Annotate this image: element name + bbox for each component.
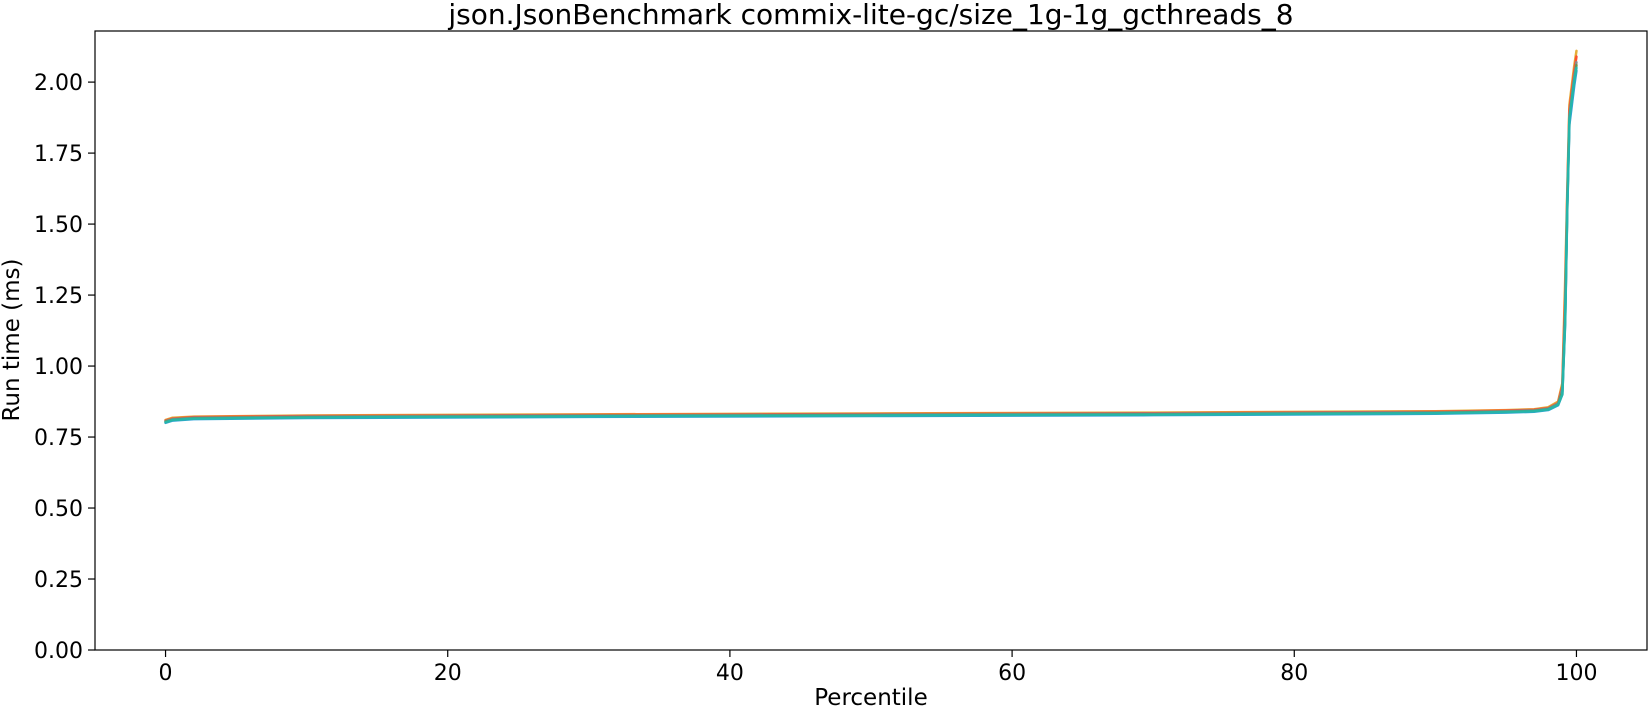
series-line-1 [164, 49, 1578, 422]
y-tick-label: 1.00 [34, 355, 83, 380]
plot-frame [94, 30, 1648, 651]
x-tick-label: 20 [434, 661, 462, 686]
x-tick-label: 60 [998, 661, 1026, 686]
y-tick-label: 0.00 [34, 639, 83, 664]
y-axis-label: Run time (ms) [0, 258, 25, 421]
y-tick-label: 0.25 [34, 568, 83, 593]
y-tick-label: 0.50 [34, 497, 83, 522]
x-tick-label: 80 [1280, 661, 1308, 686]
y-tick-label: 1.50 [34, 213, 83, 238]
y-axis: 0.00 0.25 0.50 0.75 1.00 1.25 1.50 1.75 2.00 [34, 71, 95, 664]
series-line-6 [164, 66, 1578, 424]
series-line-2 [164, 55, 1578, 422]
x-tick-label: 40 [716, 661, 744, 686]
y-tick-label: 0.75 [34, 426, 83, 451]
x-axis: 0 20 40 60 80 100 [159, 650, 1597, 686]
x-tick-label: 100 [1555, 661, 1597, 686]
chart-title: json.JsonBenchmark commix-lite-gc/size_1… [447, 0, 1293, 31]
x-tick-label: 0 [159, 661, 173, 686]
plot-area [94, 30, 1648, 651]
y-tick-label: 1.75 [34, 142, 83, 167]
series-layer [164, 49, 1578, 425]
y-tick-label: 2.00 [34, 71, 83, 96]
series-line-3 [164, 60, 1578, 423]
series-line-5 [164, 69, 1578, 425]
y-tick-label: 1.25 [34, 284, 83, 309]
x-axis-label: Percentile [814, 685, 927, 710]
series-line-4 [164, 63, 1578, 423]
